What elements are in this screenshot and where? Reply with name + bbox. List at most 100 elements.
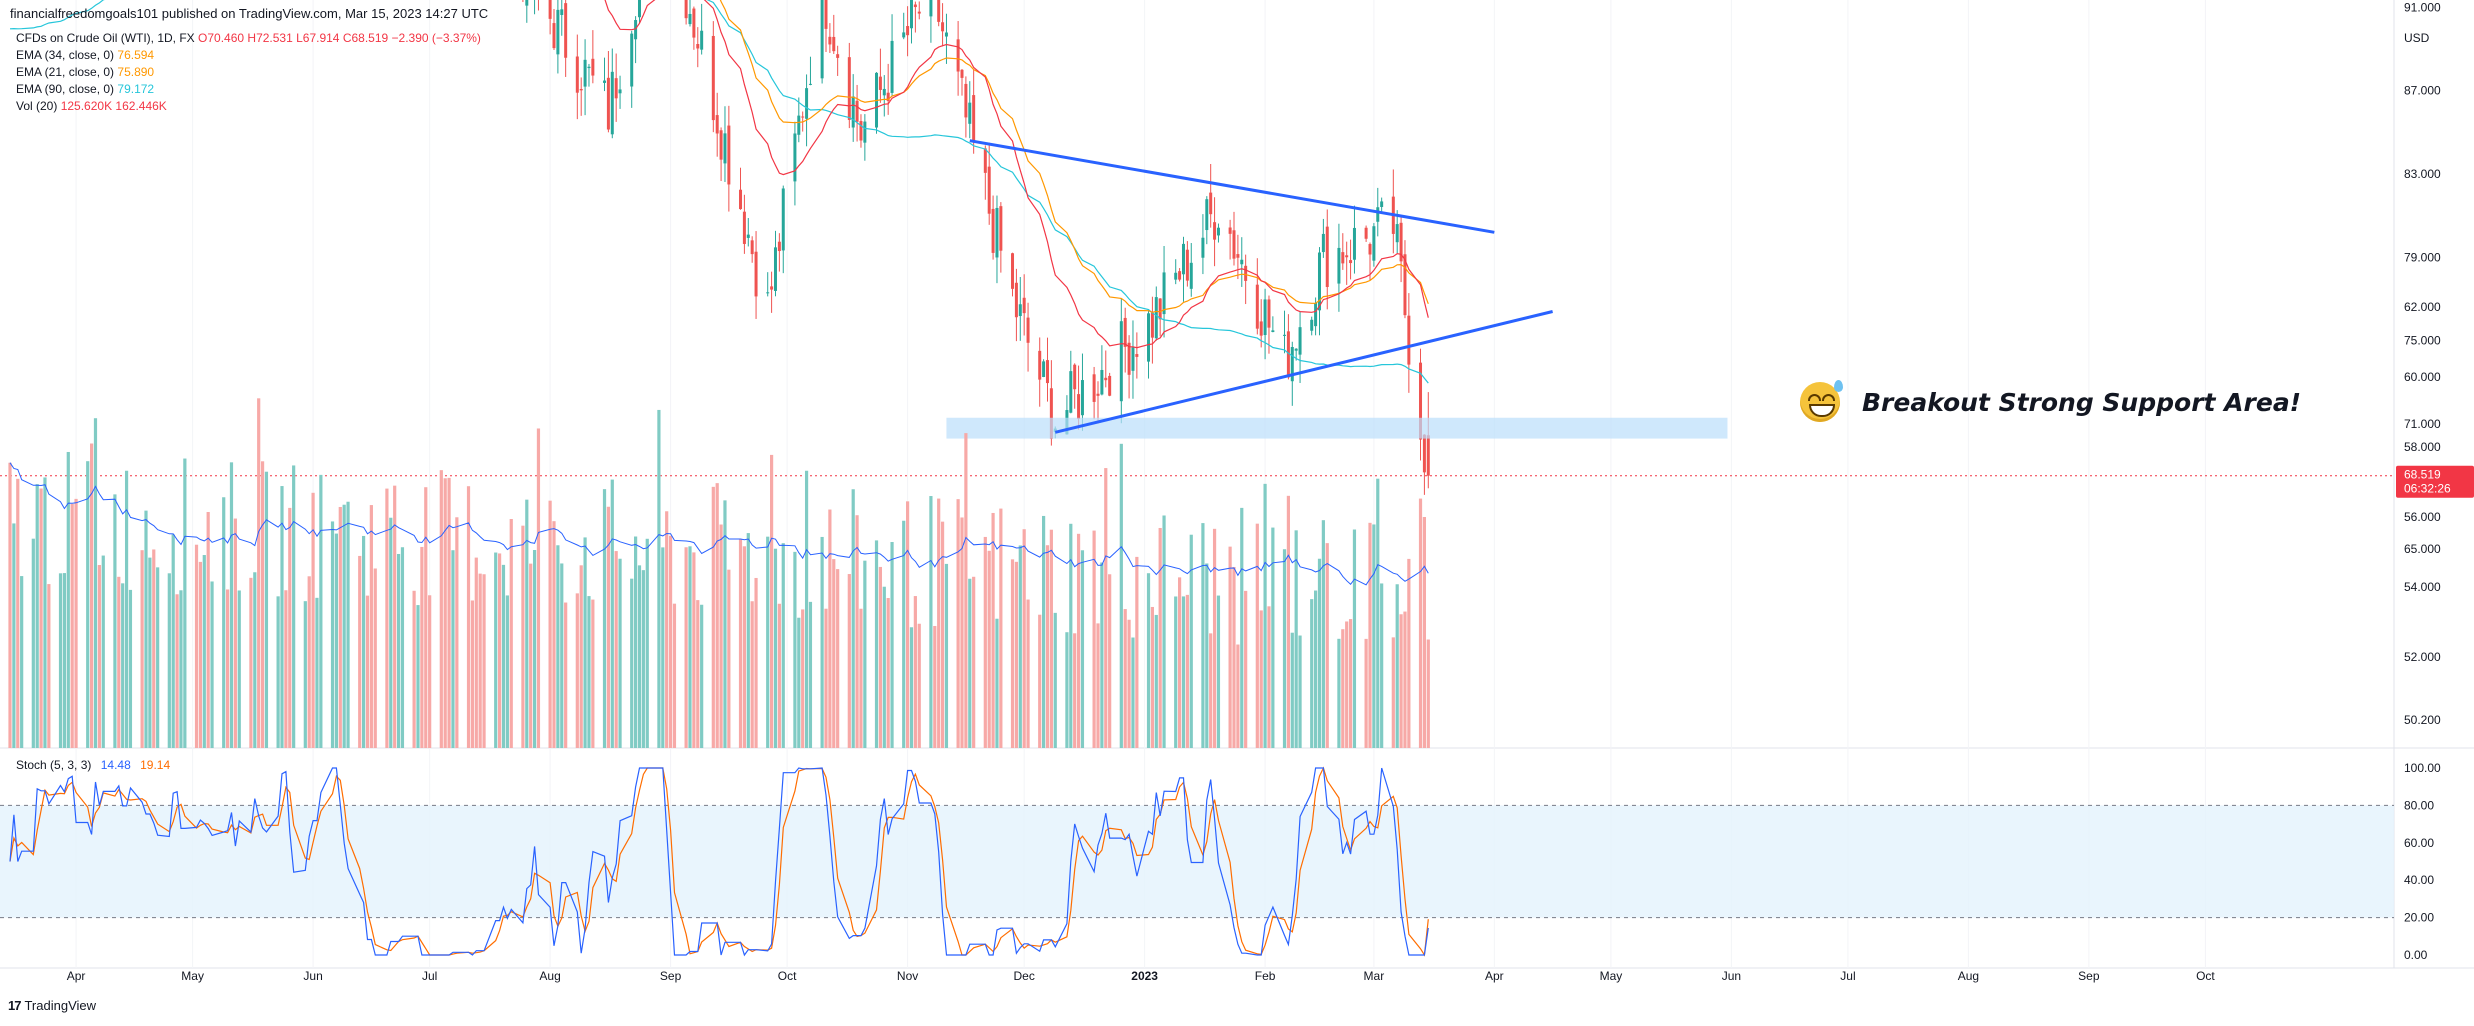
volume-bar: [715, 483, 719, 748]
candle-body: [1232, 230, 1236, 259]
candle-body: [863, 121, 867, 143]
volume-bar: [1352, 529, 1357, 748]
stoch-axis-tick: 0.00: [2404, 948, 2428, 962]
legend-ema90[interactable]: EMA (90, close, 0) 79.172: [16, 81, 481, 98]
volume-bar: [113, 494, 117, 748]
candle-body: [1213, 222, 1217, 240]
candle: [1213, 197, 1217, 267]
volume-bar: [711, 486, 715, 748]
candle-body: [902, 32, 906, 38]
candle-body: [777, 241, 781, 252]
volume-bar: [960, 517, 964, 748]
candle: [556, 0, 560, 74]
volume-bar: [1216, 595, 1221, 748]
volume-bar: [909, 627, 914, 748]
volume-bar: [696, 600, 700, 748]
volume-bar: [521, 525, 525, 748]
candle: [859, 114, 863, 148]
volume-bar: [264, 471, 269, 748]
candle-body: [1181, 243, 1185, 275]
candle: [972, 69, 976, 154]
price-axis-tick: 60.000: [2404, 370, 2441, 384]
candle: [1352, 205, 1356, 274]
candle-body: [1399, 222, 1403, 262]
candle: [1154, 286, 1158, 341]
legend-ema34[interactable]: EMA (34, close, 0) 76.594: [16, 47, 481, 64]
stoch-axis-tick: 40.00: [2404, 873, 2434, 887]
volume-bar: [847, 574, 851, 748]
legend-symbol-name: CFDs on Crude Oil (WTI), 1D, FX: [16, 31, 195, 45]
price-axis-tick: 91.000: [2404, 0, 2441, 14]
volume-bar: [1162, 515, 1166, 748]
volume-bar: [583, 537, 587, 748]
candle: [805, 74, 809, 147]
volume-bar: [808, 601, 813, 748]
volume-bar: [929, 496, 933, 748]
time-axis-tick: May: [181, 969, 204, 983]
candle: [525, 0, 529, 23]
candle: [1364, 225, 1368, 242]
candle-body: [987, 166, 991, 214]
volume-bar: [1205, 563, 1209, 748]
candle-body: [692, 8, 696, 38]
volume-bar: [754, 577, 758, 748]
candle: [1317, 247, 1321, 336]
candle-body: [754, 251, 758, 297]
volume-bar: [1076, 533, 1081, 748]
legend-volume[interactable]: Vol (20) 125.620K 162.446K: [16, 98, 481, 115]
candle: [793, 121, 797, 206]
candle-body: [773, 247, 777, 291]
candle: [1298, 311, 1302, 383]
indicator-legend: CFDs on Crude Oil (WTI), 1D, FX O70.460 …: [16, 30, 481, 115]
stoch-band: [0, 805, 2394, 918]
candle: [1131, 320, 1135, 399]
volume-bar: [657, 409, 661, 748]
candle-body: [1271, 330, 1275, 333]
volume-bar: [276, 596, 280, 748]
candle: [1158, 298, 1162, 337]
stoch-k-value: 14.48: [100, 758, 131, 772]
volume-bar: [828, 509, 832, 748]
candle: [964, 76, 968, 138]
support-annotation[interactable]: Breakout Strong Support Area!: [1800, 380, 2301, 422]
candle-body: [556, 9, 560, 55]
volume-bar: [820, 536, 824, 748]
volume-bar: [719, 524, 723, 748]
volume-bar: [917, 623, 921, 748]
volume-bar: [1010, 559, 1015, 748]
time-axis-tick: Apr: [1485, 969, 1504, 983]
stoch-legend[interactable]: Stoch (5, 3, 3) 14.48 19.14: [16, 758, 170, 772]
volume-bar: [1364, 638, 1368, 748]
tradingview-logo[interactable]: 17 TradingView: [8, 998, 96, 1013]
volume-bar: [1337, 638, 1341, 748]
volume-bar: [824, 608, 828, 748]
volume-bar: [983, 536, 987, 748]
candle: [610, 48, 614, 139]
candle: [832, 14, 836, 54]
candle-body: [575, 56, 579, 93]
volume-bar: [1403, 611, 1407, 748]
time-axis-tick: Oct: [2196, 969, 2215, 983]
candle: [941, 3, 945, 47]
candle: [1181, 236, 1185, 302]
volume-bar: [587, 596, 591, 748]
candle: [606, 51, 610, 133]
candle-body: [606, 77, 610, 130]
volume-bar: [1026, 599, 1030, 748]
price-axis-tick: 56.000: [2404, 510, 2441, 524]
candle: [1026, 302, 1030, 372]
volume-bar: [179, 590, 183, 748]
time-axis-tick: Nov: [897, 969, 918, 983]
volume-bar: [742, 546, 746, 748]
volume-bar: [529, 563, 533, 748]
legend-ema21[interactable]: EMA (21, close, 0) 75.890: [16, 64, 481, 81]
volume-bar: [1158, 527, 1162, 748]
candle-body: [1150, 312, 1154, 338]
candle: [991, 195, 995, 260]
candle-body: [960, 69, 964, 78]
volume-bar: [1150, 606, 1154, 748]
candle-body: [770, 286, 774, 290]
legend-symbol[interactable]: CFDs on Crude Oil (WTI), 1D, FX O70.460 …: [16, 30, 481, 47]
candle-body: [579, 89, 583, 91]
